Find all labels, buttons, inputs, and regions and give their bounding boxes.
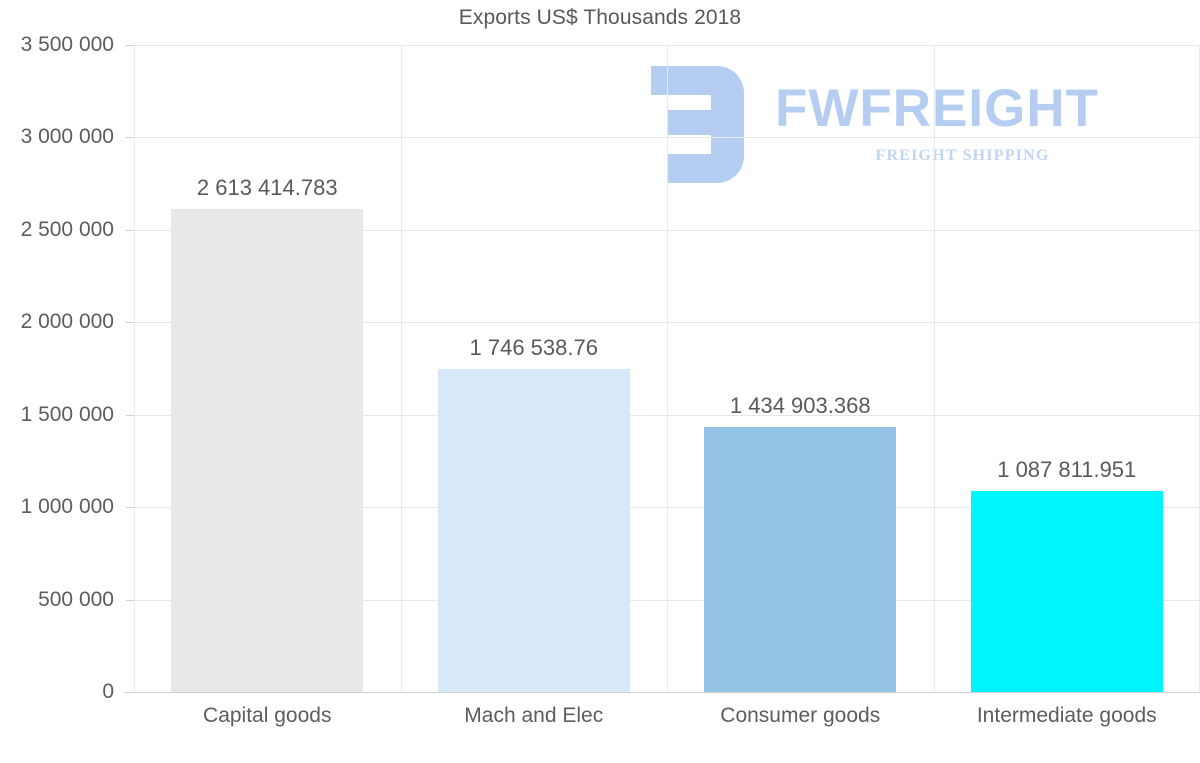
- bar-3[interactable]: [704, 426, 897, 692]
- y-axis-tick: [126, 599, 134, 601]
- y-axis-tick: [126, 45, 134, 46]
- gridline-horizontal: [124, 692, 1200, 693]
- y-axis-tick: [126, 414, 134, 416]
- bar-value-label: 2 613 414.783: [196, 174, 338, 200]
- y-axis-tick-label: 1 000 000: [20, 495, 114, 519]
- plot-area: 2 613 414.783 1 746 538.76 1 434 903.368 1 …: [124, 45, 1200, 693]
- y-axis-tick: [126, 229, 134, 231]
- gridline-vertical: [933, 45, 935, 692]
- gridline-vertical: [400, 45, 402, 692]
- x-axis-tick-label: Consumer goods: [720, 704, 881, 727]
- bar-value-label: 1 434 903.368: [729, 392, 871, 418]
- x-axis-tick-label: Intermediate goods: [976, 704, 1157, 727]
- bar-1[interactable]: [171, 208, 364, 692]
- y-axis-tick-label: 3 500 000: [20, 33, 114, 56]
- bar-4[interactable]: [970, 490, 1163, 692]
- y-axis-tick: [126, 322, 134, 324]
- y-axis-tick-label: 1 500 000: [20, 402, 114, 426]
- bar-2[interactable]: [437, 369, 630, 692]
- y-axis-tick-label: 500 000: [38, 587, 114, 611]
- gridline-vertical: [667, 45, 668, 692]
- y-axis-tick-label: 0: [102, 680, 114, 703]
- y-axis-tick-label: 2 000 000: [20, 310, 114, 334]
- y-axis-tick-label: 2 500 000: [20, 217, 114, 241]
- y-axis-tick: [126, 507, 134, 509]
- gridline-vertical: [134, 45, 135, 692]
- x-axis-tick-label: Mach and Elec: [464, 704, 604, 727]
- x-axis-tick-label: Capital goods: [203, 704, 332, 727]
- y-axis-tick-label: 3 000 000: [20, 125, 114, 149]
- bar-value-label: 1 087 811.951: [997, 456, 1137, 482]
- bar-value-label: 1 746 538.76: [469, 335, 598, 361]
- chart-title: Exports US$ Thousands 2018: [458, 6, 742, 29]
- y-axis-tick: [126, 137, 134, 139]
